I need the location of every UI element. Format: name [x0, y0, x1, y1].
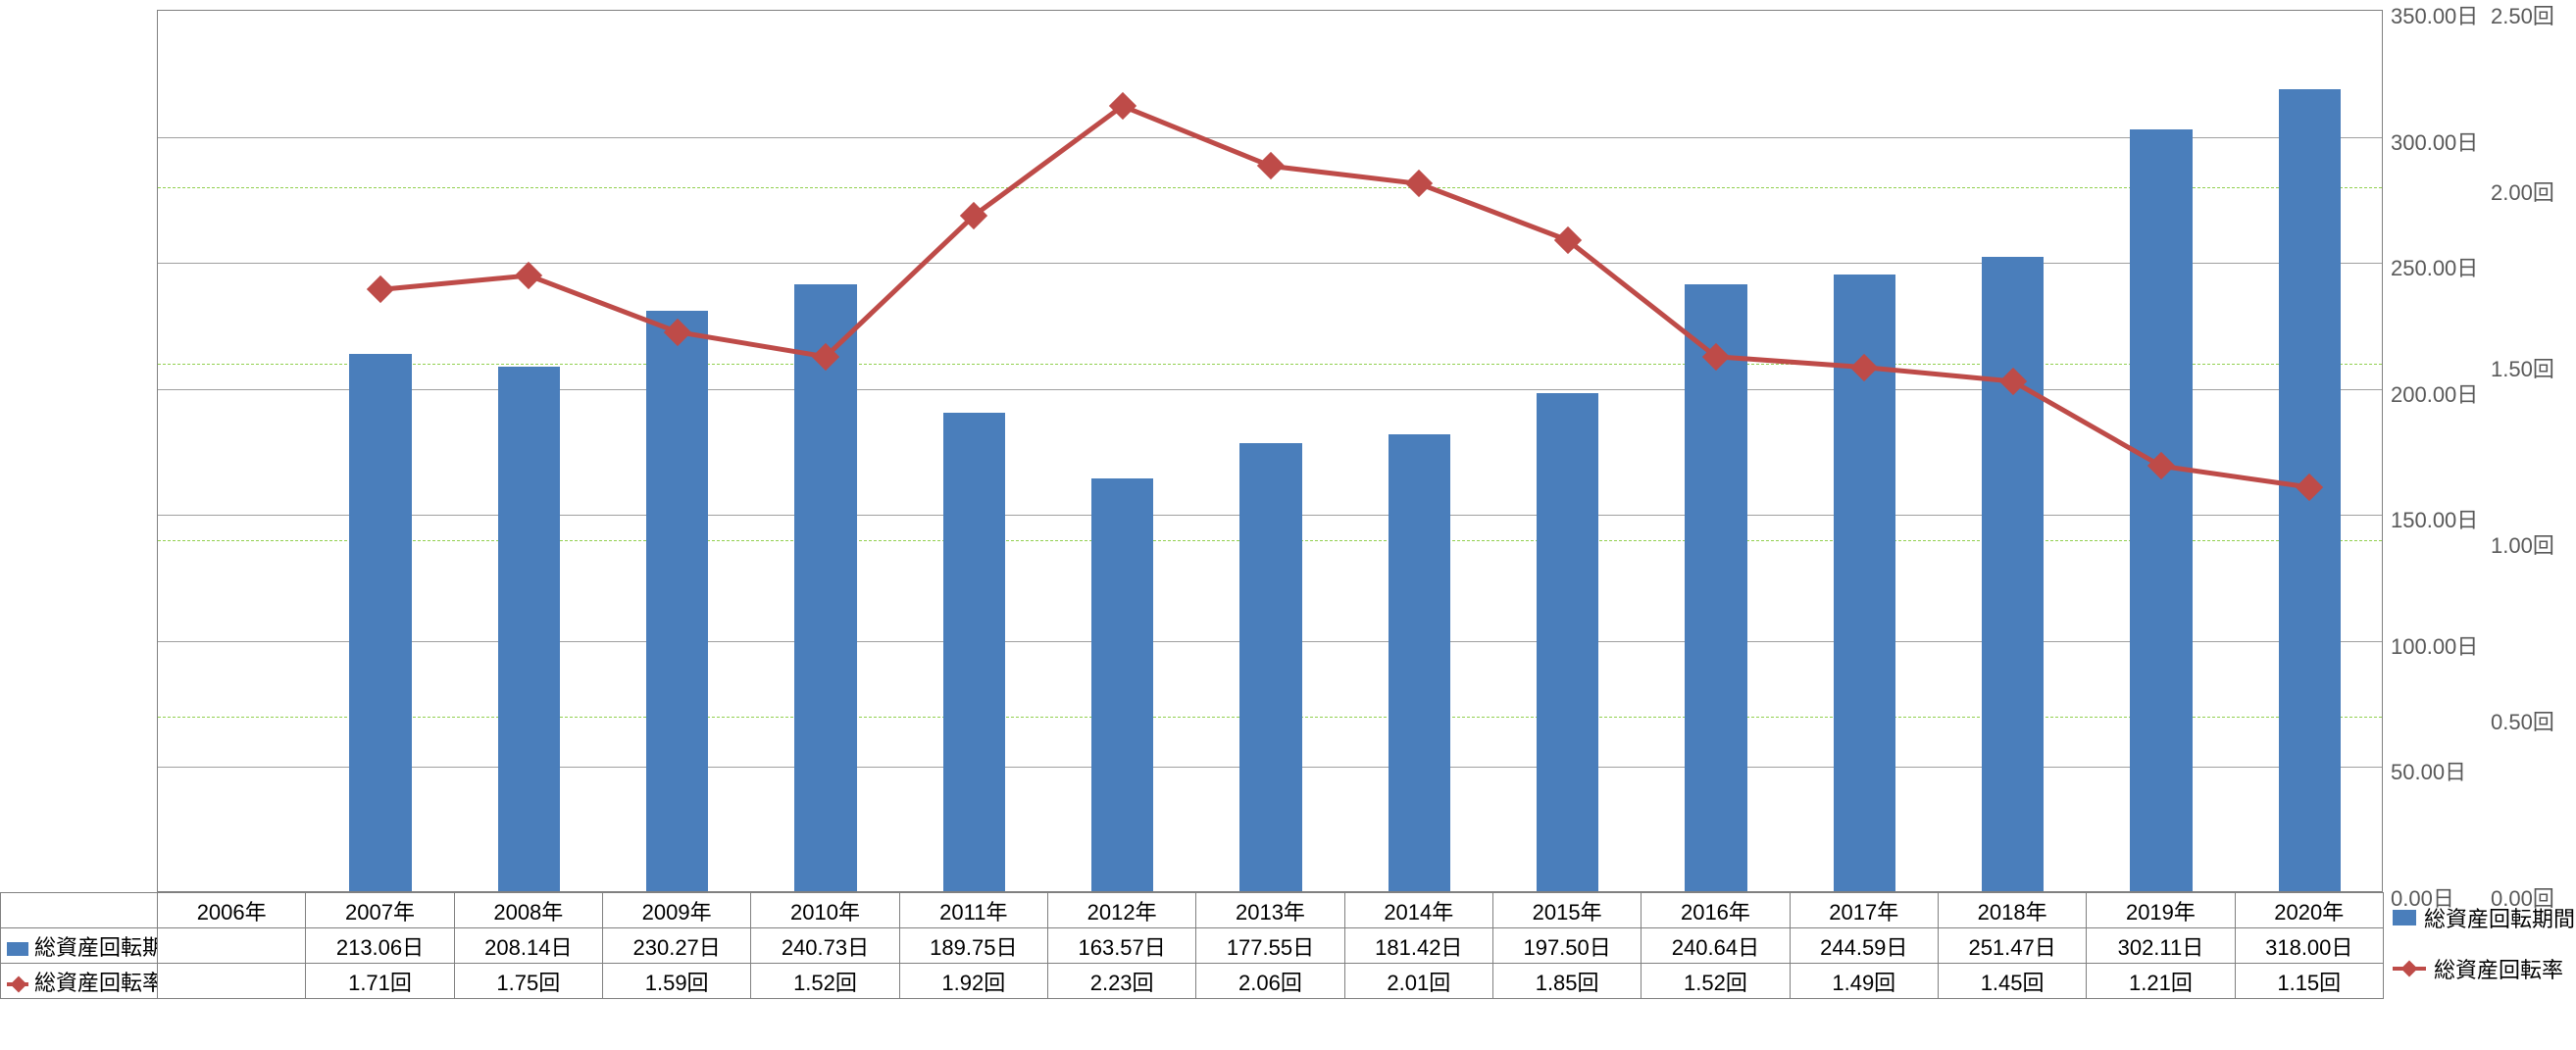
- legend-item: 総資産回転期間: [2393, 902, 2575, 933]
- table-cell-bar: 318.00日: [2235, 928, 2383, 964]
- table-cell-line: [158, 964, 306, 999]
- table-cell-line: 2.06回: [1196, 964, 1344, 999]
- category-label: 2013年: [1196, 893, 1344, 928]
- table-cell-bar: 197.50日: [1492, 928, 1641, 964]
- category-label: 2015年: [1492, 893, 1641, 928]
- table-cell-bar: 189.75日: [899, 928, 1047, 964]
- category-label: 2006年: [158, 893, 306, 928]
- category-label: 2019年: [2087, 893, 2235, 928]
- table-cell-line: 1.52回: [751, 964, 899, 999]
- table-cell-line: 1.45回: [1938, 964, 2086, 999]
- table-cell-bar: 163.57日: [1047, 928, 1195, 964]
- y-right-tick-label: 2.00回: [2491, 175, 2554, 207]
- line-series: [158, 11, 2384, 893]
- category-label: 2017年: [1790, 893, 1938, 928]
- table-cell-bar: 181.42日: [1344, 928, 1492, 964]
- legend-label: 総資産回転期間: [2424, 902, 2575, 933]
- table-row-header-line: 総資産回転率: [1, 964, 158, 999]
- table-cell-bar: 251.47日: [1938, 928, 2086, 964]
- category-label: 2009年: [602, 893, 750, 928]
- legend: 総資産回転期間総資産回転率: [2393, 902, 2575, 1004]
- table-cell-bar: 177.55日: [1196, 928, 1344, 964]
- table-cell-line: 1.75回: [454, 964, 602, 999]
- table-cell-bar: 230.27日: [602, 928, 750, 964]
- legend-item: 総資産回転率: [2393, 953, 2575, 984]
- y-left-tick-label: 50.00日: [2391, 755, 2479, 786]
- category-label: 2018年: [1938, 893, 2086, 928]
- table-cell-bar: 213.06日: [306, 928, 454, 964]
- table-cell-line: 1.21回: [2087, 964, 2235, 999]
- table-cell-bar: 208.14日: [454, 928, 602, 964]
- category-label: 2007年: [306, 893, 454, 928]
- y-left-tick-label: 300.00日: [2391, 125, 2479, 157]
- category-label: 2010年: [751, 893, 899, 928]
- y-left-tick-label: 200.00日: [2391, 377, 2479, 409]
- category-label: 2020年: [2235, 893, 2383, 928]
- table-row-header-bar: 総資産回転期間: [1, 928, 158, 964]
- table-cell-line: 1.92回: [899, 964, 1047, 999]
- table-cell-bar: 240.73日: [751, 928, 899, 964]
- data-table: 2006年2007年2008年2009年2010年2011年2012年2013年…: [0, 892, 2384, 999]
- category-label: 2016年: [1642, 893, 1790, 928]
- category-label: 2011年: [899, 893, 1047, 928]
- table-cell-line: 1.85回: [1492, 964, 1641, 999]
- table-cell-line: 2.23回: [1047, 964, 1195, 999]
- table-cell-bar: 302.11日: [2087, 928, 2235, 964]
- y-right-tick-label: 1.50回: [2491, 352, 2554, 383]
- table-cell-line: 1.59回: [602, 964, 750, 999]
- category-label: 2012年: [1047, 893, 1195, 928]
- table-cell-bar: 240.64日: [1642, 928, 1790, 964]
- table-cell-line: 1.15回: [2235, 964, 2383, 999]
- y-left-tick-label: 150.00日: [2391, 503, 2479, 534]
- table-cell-line: 1.49回: [1790, 964, 1938, 999]
- table-cell-line: 1.71回: [306, 964, 454, 999]
- table-cell-bar: [158, 928, 306, 964]
- table-cell-line: 1.52回: [1642, 964, 1790, 999]
- y-right-tick-label: 2.50回: [2491, 0, 2554, 30]
- category-label: 2014年: [1344, 893, 1492, 928]
- y-left-tick-label: 100.00日: [2391, 629, 2479, 661]
- table-cell-bar: 244.59日: [1790, 928, 1938, 964]
- category-label: 2008年: [454, 893, 602, 928]
- chart-plot-area: [157, 10, 2383, 892]
- y-right-tick-label: 0.50回: [2491, 705, 2554, 736]
- legend-label: 総資産回転率: [2434, 953, 2563, 984]
- y-left-tick-label: 350.00日: [2391, 0, 2479, 30]
- table-cell-line: 2.01回: [1344, 964, 1492, 999]
- y-left-tick-label: 250.00日: [2391, 251, 2479, 282]
- y-right-tick-label: 1.00回: [2491, 528, 2554, 560]
